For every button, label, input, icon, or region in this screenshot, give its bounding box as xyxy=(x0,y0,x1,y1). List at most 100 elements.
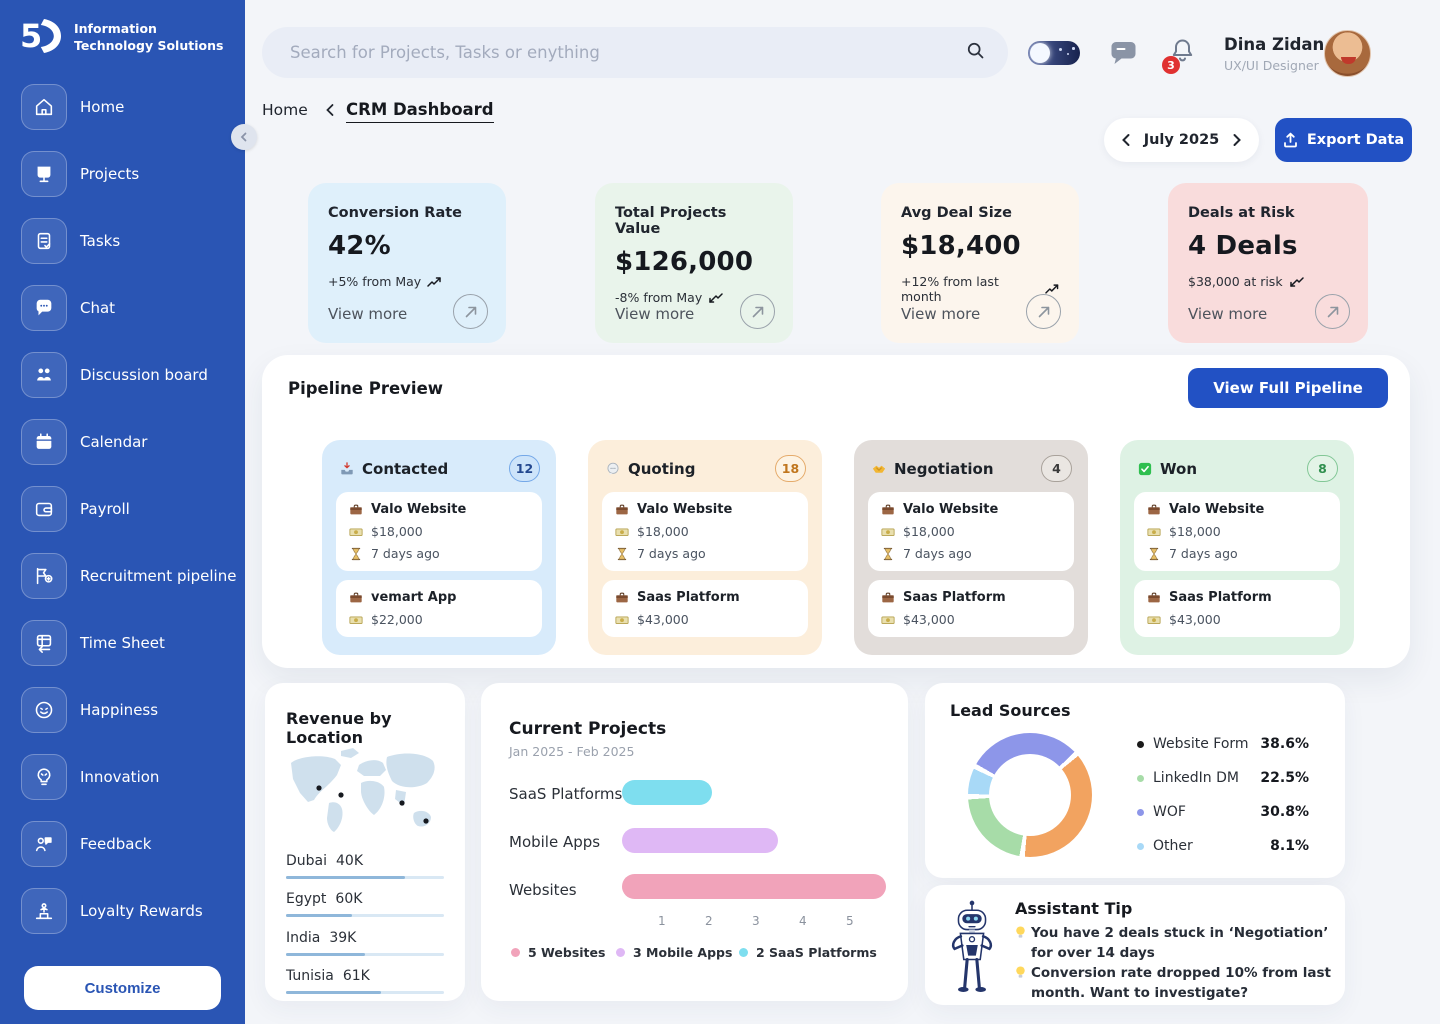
sidebar-item-home[interactable]: Home xyxy=(21,84,245,130)
export-icon xyxy=(1283,132,1297,148)
arrow-up-right-button[interactable] xyxy=(1315,294,1350,329)
bar-mobile-apps xyxy=(622,828,886,853)
view-more-link[interactable]: View more xyxy=(615,305,695,323)
projects-icon xyxy=(21,151,67,197)
brand-name: Information Technology Solutions xyxy=(74,21,224,53)
breadcrumb-current[interactable]: CRM Dashboard xyxy=(346,100,494,123)
legend-item-mobile-apps: 3 Mobile Apps xyxy=(616,945,732,960)
location-row: India 39K xyxy=(286,930,444,956)
sidebar-item-tasks[interactable]: Tasks xyxy=(21,218,245,264)
sidebar-item-time-sheet[interactable]: Time Sheet xyxy=(21,620,245,666)
arrow-up-right-button[interactable] xyxy=(740,294,775,329)
deal-name: Valo Website xyxy=(903,502,999,517)
export-data-button[interactable]: Export Data xyxy=(1275,118,1412,162)
sidebar-item-label: Loyalty Rewards xyxy=(80,902,203,920)
deal-card[interactable]: Saas Platform $43,000 xyxy=(1134,580,1340,637)
calendar-icon xyxy=(21,419,67,465)
deal-card[interactable]: Valo Website $18,000 7 days ago xyxy=(602,492,808,571)
lead-source-row: WOF 30.8% xyxy=(1137,804,1309,820)
payroll-icon xyxy=(21,486,67,532)
stat-card-deals-at-risk: Deals at Risk 4 Deals $38,000 at risk Vi… xyxy=(1168,183,1368,343)
deal-card[interactable]: Valo Website $18,000 7 days ago xyxy=(1134,492,1340,571)
deal-card[interactable]: Saas Platform $43,000 xyxy=(868,580,1074,637)
sidebar-item-recruitment-pipeline[interactable]: Recruitment pipeline xyxy=(21,553,245,599)
lead-source-label: WOF xyxy=(1153,804,1186,820)
briefcase-icon xyxy=(350,504,362,514)
search-input[interactable] xyxy=(290,43,965,62)
arrow-up-right-button[interactable] xyxy=(453,294,488,329)
column-count-badge: 12 xyxy=(509,455,540,482)
pipeline-column-negotiation: Negotiation 4 Valo Website $18,000 7 day… xyxy=(854,440,1088,655)
briefcase-icon xyxy=(616,504,628,514)
sidebar-item-chat[interactable]: Chat xyxy=(21,285,245,331)
assistant-tip-card: Assistant Tip You have 2 deals stuck in … xyxy=(925,885,1345,1005)
view-more-link[interactable]: View more xyxy=(1188,305,1268,323)
assistant-tip-text: You have 2 deals stuck in ‘Negotiation’ … xyxy=(1031,925,1329,962)
briefcase-icon xyxy=(1148,592,1160,602)
assistant-tip-title: Assistant Tip xyxy=(1015,899,1133,918)
arrow-up-right-button[interactable] xyxy=(1026,294,1061,329)
x-tick: 1 xyxy=(658,914,666,928)
x-tick: 4 xyxy=(799,914,807,928)
month-prev-button[interactable] xyxy=(1120,133,1132,147)
bar-label: SaaS Platforms xyxy=(509,785,623,803)
stat-value: $18,400 xyxy=(901,231,1021,261)
stat-delta: +12% from last month xyxy=(901,274,999,304)
sidebar-item-feedback[interactable]: Feedback xyxy=(21,821,245,867)
avatar[interactable] xyxy=(1324,30,1371,77)
view-more-link[interactable]: View more xyxy=(328,305,408,323)
messages-button[interactable] xyxy=(1110,40,1137,70)
user-role: UX/UI Designer xyxy=(1224,58,1319,73)
deal-card[interactable]: Valo Website $18,000 7 days ago xyxy=(868,492,1074,571)
lead-sources-donut xyxy=(968,733,1092,857)
logo-icon: 5 xyxy=(20,16,64,60)
sidebar-item-happiness[interactable]: Happiness xyxy=(21,687,245,733)
search-bar[interactable] xyxy=(262,27,1008,78)
feedback-icon xyxy=(21,821,67,867)
column-count-badge: 18 xyxy=(775,455,806,482)
star-icon xyxy=(1067,53,1069,55)
customize-button[interactable]: Customize xyxy=(24,966,221,1010)
location-bar-fill xyxy=(286,914,353,917)
lightbulb-icon xyxy=(1016,926,1025,938)
lead-source-label: Other xyxy=(1153,838,1193,854)
search-icon[interactable] xyxy=(965,40,986,65)
location-value: 40K xyxy=(336,853,364,869)
lead-source-value: 8.1% xyxy=(1270,838,1309,854)
month-next-button[interactable] xyxy=(1231,133,1243,147)
notification-badge: 3 xyxy=(1162,56,1180,74)
stat-value: $126,000 xyxy=(615,247,754,277)
theme-toggle[interactable] xyxy=(1028,41,1080,65)
location-bar-track xyxy=(286,914,444,917)
sidebar-item-calendar[interactable]: Calendar xyxy=(21,419,245,465)
view-full-pipeline-button[interactable]: View Full Pipeline xyxy=(1188,368,1388,408)
deal-name: Saas Platform xyxy=(637,590,740,605)
breadcrumb-home[interactable]: Home xyxy=(262,101,308,119)
deal-card[interactable]: vemart App $22,000 xyxy=(336,580,542,637)
lead-source-value: 30.8% xyxy=(1260,804,1309,820)
bar-label: Mobile Apps xyxy=(509,833,601,851)
notifications-button[interactable]: 3 xyxy=(1162,37,1195,74)
map-dot xyxy=(338,792,344,798)
deal-card[interactable]: Valo Website $18,000 7 days ago xyxy=(336,492,542,571)
view-more-link[interactable]: View more xyxy=(901,305,981,323)
discussion-board-icon xyxy=(21,352,67,398)
bar-websites xyxy=(622,874,886,899)
lead-source-label: LinkedIn DM xyxy=(1153,770,1239,786)
world-map xyxy=(291,748,435,832)
sidebar-item-discussion-board[interactable]: Discussion board xyxy=(21,352,245,398)
sidebar-item-projects[interactable]: Projects xyxy=(21,151,245,197)
sidebar-item-payroll[interactable]: Payroll xyxy=(21,486,245,532)
briefcase-icon xyxy=(882,592,894,602)
location-row: Dubai 40K xyxy=(286,853,444,879)
collapse-sidebar-button[interactable] xyxy=(231,124,257,150)
assistant-tip-text: Conversion rate dropped 10% from last mo… xyxy=(1031,965,1331,1002)
briefcase-icon xyxy=(1148,504,1160,514)
sidebar-item-innovation[interactable]: Innovation xyxy=(21,754,245,800)
sidebar-item-loyalty-rewards[interactable]: Loyalty Rewards xyxy=(21,888,245,934)
stat-title: Conversion Rate xyxy=(328,205,463,221)
deal-card[interactable]: Saas Platform $43,000 xyxy=(602,580,808,637)
sidebar-item-label: Innovation xyxy=(80,768,160,786)
user-name[interactable]: Dina Zidan xyxy=(1224,35,1325,54)
money-icon xyxy=(1147,616,1161,624)
